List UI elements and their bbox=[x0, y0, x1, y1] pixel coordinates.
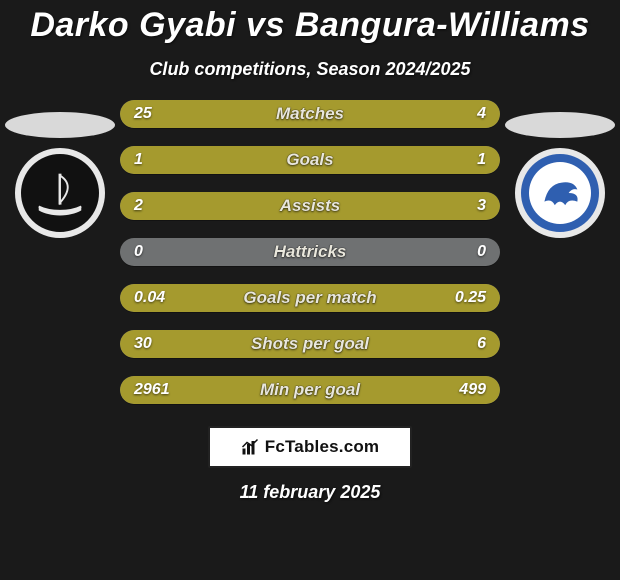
stat-value-right: 6 bbox=[477, 330, 486, 358]
player-stand-right bbox=[505, 112, 615, 138]
stat-label: Hattricks bbox=[120, 238, 500, 266]
stat-label: Goals bbox=[120, 146, 500, 174]
stat-value-right: 499 bbox=[459, 376, 486, 404]
stat-bar: 2961 Min per goal 499 bbox=[120, 376, 500, 404]
stat-label: Assists bbox=[120, 192, 500, 220]
stat-bar: 25 Matches 4 bbox=[120, 100, 500, 128]
stat-bar: 0 Hattricks 0 bbox=[120, 238, 500, 266]
left-player-side bbox=[0, 100, 120, 238]
comparison-arena: 25 Matches 4 1 Goals 1 2 Assists 3 bbox=[0, 100, 620, 422]
stat-bars: 25 Matches 4 1 Goals 1 2 Assists 3 bbox=[120, 100, 500, 422]
stat-bar: 1 Goals 1 bbox=[120, 146, 500, 174]
stat-value-right: 3 bbox=[477, 192, 486, 220]
stat-value-right: 4 bbox=[477, 100, 486, 128]
brand-text: FcTables.com bbox=[265, 437, 380, 457]
player-stand-left bbox=[5, 112, 115, 138]
stat-bar: 2 Assists 3 bbox=[120, 192, 500, 220]
brand-badge: FcTables.com bbox=[208, 426, 412, 468]
millwall-crest bbox=[515, 148, 605, 238]
subtitle: Club competitions, Season 2024/2025 bbox=[0, 59, 620, 80]
sailboat-icon bbox=[31, 164, 89, 222]
stat-value-right: 0 bbox=[477, 238, 486, 266]
stat-value-right: 0.25 bbox=[455, 284, 486, 312]
right-player-side bbox=[500, 100, 620, 238]
stat-label: Matches bbox=[120, 100, 500, 128]
stat-label: Shots per goal bbox=[120, 330, 500, 358]
stat-value-right: 1 bbox=[477, 146, 486, 174]
stat-bar: 30 Shots per goal 6 bbox=[120, 330, 500, 358]
lion-icon bbox=[534, 167, 586, 219]
page-title: Darko Gyabi vs Bangura-Williams bbox=[0, 6, 620, 45]
stat-label: Min per goal bbox=[120, 376, 500, 404]
plymouth-crest bbox=[15, 148, 105, 238]
stat-bar: 0.04 Goals per match 0.25 bbox=[120, 284, 500, 312]
date-text: 11 february 2025 bbox=[0, 482, 620, 503]
stat-label: Goals per match bbox=[120, 284, 500, 312]
barchart-icon bbox=[241, 438, 259, 456]
